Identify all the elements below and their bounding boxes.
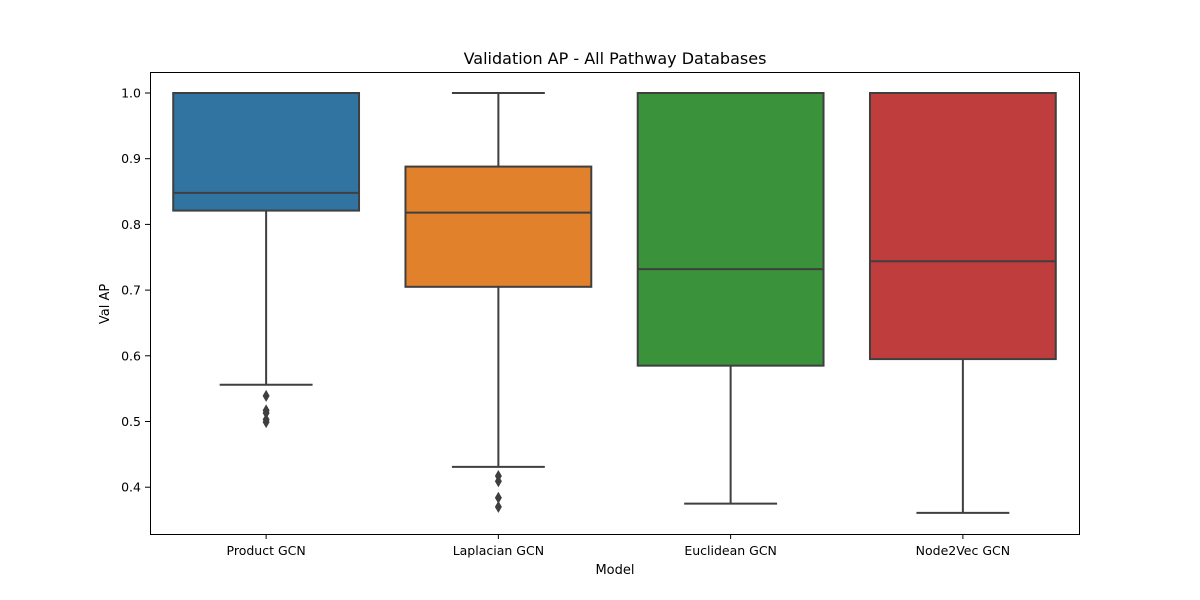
x-tick-label: Laplacian GCN (453, 543, 544, 558)
outlier-point (494, 500, 502, 513)
box (172, 92, 361, 212)
box-group (636, 92, 825, 505)
outlier-point (262, 389, 270, 402)
plot-frame (150, 72, 1080, 535)
outlier-point (262, 406, 270, 419)
x-axis: Product GCN Laplacian GCN Euclidean GCN Nod… (227, 534, 1010, 558)
outlier-point (262, 416, 270, 429)
y-tick-label: 0.5 (121, 414, 141, 429)
y-axis-label: Val AP (98, 284, 113, 324)
box (404, 165, 593, 288)
box-group (404, 92, 593, 513)
y-tick-label: 0.6 (121, 348, 141, 363)
boxes-layer (172, 92, 1057, 514)
y-axis: 0.4 0.5 0.6 0.7 0.8 0.9 1.0 (121, 86, 150, 495)
box (636, 92, 825, 367)
box-group (868, 92, 1057, 514)
box-group (172, 92, 361, 429)
y-tick-label: 0.7 (121, 283, 141, 298)
y-tick-label: 0.8 (121, 217, 141, 232)
x-tick-label: Euclidean GCN (684, 543, 777, 558)
chart-title: Validation AP - All Pathway Databases (464, 49, 767, 68)
outlier-point (494, 475, 502, 488)
x-tick-label: Node2Vec GCN (916, 543, 1010, 558)
y-tick-label: 0.9 (121, 151, 141, 166)
x-axis-label: Model (595, 563, 634, 578)
box (868, 92, 1057, 361)
outlier-point (494, 491, 502, 504)
y-tick-label: 0.4 (121, 480, 141, 495)
y-tick-label: 1.0 (121, 86, 141, 101)
x-tick-label: Product GCN (227, 543, 306, 558)
